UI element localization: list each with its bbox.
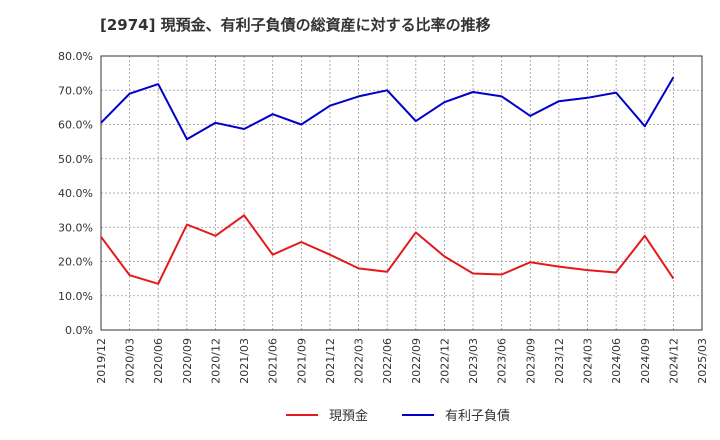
y-tick-label: 80.0% <box>58 50 93 63</box>
chart-title: [2974] 現預金、有利子負債の総資産に対する比率の推移 <box>100 16 491 34</box>
y-tick-label: 70.0% <box>58 84 93 97</box>
x-tick-label: 2023/03 <box>467 338 480 384</box>
series-line-cash <box>100 214 675 285</box>
x-tick-label: 2020/06 <box>152 338 165 384</box>
x-tick-label: 2021/12 <box>324 338 337 384</box>
x-tick-label: 2025/03 <box>696 338 709 384</box>
x-tick-label: 2023/12 <box>553 338 566 384</box>
y-tick-label: 50.0% <box>58 153 93 166</box>
x-tick-label: 2022/09 <box>410 338 423 384</box>
x-tick-label: 2021/06 <box>267 338 280 384</box>
x-tick-label: 2023/06 <box>496 338 509 384</box>
x-tick-label: 2019/12 <box>95 338 108 384</box>
x-tick-label: 2024/12 <box>667 338 680 384</box>
x-tick-label: 2022/03 <box>353 338 366 384</box>
legend-label-cash: 現預金 <box>329 408 368 424</box>
series-lines <box>100 76 675 285</box>
x-tick-label: 2022/06 <box>381 338 394 384</box>
x-tick-label: 2024/06 <box>610 338 623 384</box>
plot-border <box>100 55 703 331</box>
legend-label-debt: 有利子負債 <box>445 409 510 424</box>
x-tick-label: 2020/12 <box>209 338 222 384</box>
series-line-debt <box>100 76 675 141</box>
y-axis: 0.0% 10.0% 20.0% 30.0% 40.0% 50.0% 60.0% 70.0% 8… <box>58 50 93 337</box>
x-tick-label: 2021/03 <box>238 338 251 384</box>
x-tick-label: 2020/03 <box>124 338 137 384</box>
y-tick-label: 20.0% <box>58 256 93 269</box>
x-tick-label: 2024/03 <box>582 338 595 384</box>
y-tick-label: 10.0% <box>58 290 93 303</box>
y-tick-label: 0.0% <box>65 324 93 337</box>
plot-area <box>100 55 703 331</box>
x-tick-label: 2020/09 <box>181 338 194 384</box>
grid-lines <box>100 55 703 331</box>
x-axis: 2019/12 2020/03 2020/06 2020/09 2020/12 2021/… <box>95 338 709 384</box>
x-tick-label: 2021/09 <box>295 338 308 384</box>
y-tick-label: 60.0% <box>58 119 93 132</box>
x-tick-label: 2023/09 <box>524 338 537 384</box>
x-tick-label: 2022/12 <box>438 338 451 384</box>
y-tick-label: 30.0% <box>58 221 93 234</box>
y-tick-label: 40.0% <box>58 187 93 200</box>
x-tick-label: 2024/09 <box>639 338 652 384</box>
legend: 現預金 有利子負債 <box>286 408 510 424</box>
